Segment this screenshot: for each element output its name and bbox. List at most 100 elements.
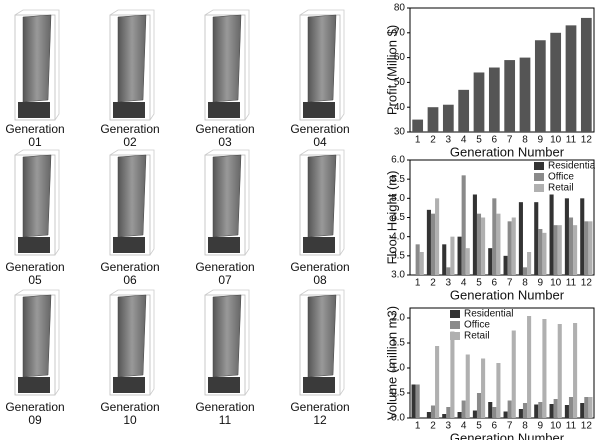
bar: [565, 25, 577, 132]
legend-label: Office: [464, 320, 490, 331]
y-tick-label: 30: [394, 127, 406, 138]
gallery-label: 08: [313, 273, 327, 287]
gallery-label: 04: [313, 135, 327, 149]
bar: [503, 411, 508, 418]
legend-swatch: [534, 184, 544, 192]
bar: [488, 248, 493, 275]
wireframe: [299, 14, 341, 121]
x-tick-label: 9: [538, 278, 544, 289]
tower: [117, 154, 147, 238]
y-tick-label: 3.5: [391, 250, 405, 261]
bar: [496, 363, 501, 418]
y-tick-label: 50: [394, 77, 406, 88]
wireframe: [299, 149, 345, 256]
bar: [511, 217, 516, 275]
x-tick-label: 1: [415, 278, 421, 289]
wireframe: [109, 14, 151, 121]
bar: [511, 330, 516, 418]
x-tick-label: 2: [430, 135, 436, 146]
gallery-label: Generation: [290, 400, 349, 414]
bar: [557, 225, 562, 275]
gallery-label: 02: [123, 135, 137, 149]
wireframe: [14, 9, 60, 121]
x-tick-label: 9: [538, 421, 544, 432]
wireframe: [204, 9, 250, 121]
wireframe: [204, 14, 246, 121]
bar: [564, 405, 569, 418]
y-tick-label: 6.0: [391, 155, 405, 166]
tower: [22, 154, 52, 238]
gallery-label: Generation: [195, 400, 254, 414]
bar: [435, 346, 440, 418]
bar: [588, 221, 593, 275]
bar: [430, 405, 436, 418]
y-tick-label: 0.0: [391, 413, 405, 424]
x-tick-label: 6: [492, 135, 498, 146]
legend-swatch: [450, 332, 460, 340]
bar: [415, 244, 420, 275]
bar: [473, 72, 485, 132]
bar: [419, 252, 424, 275]
bar: [534, 404, 539, 418]
bar: [580, 198, 585, 275]
podium: [208, 102, 240, 118]
bar: [492, 198, 497, 275]
x-tick-label: 11: [566, 278, 577, 289]
bar: [507, 221, 512, 275]
wireframe: [14, 294, 56, 396]
legend-swatch: [450, 310, 460, 318]
bar: [461, 175, 466, 275]
wireframe: [109, 9, 155, 121]
bar: [461, 400, 466, 418]
x-tick-label: 7: [507, 278, 513, 289]
bar: [553, 225, 558, 275]
wireframe: [299, 9, 345, 121]
x-tick-label: 1: [415, 421, 421, 432]
bar: [519, 57, 531, 132]
bar: [458, 89, 470, 132]
tower: [22, 14, 52, 103]
bar: [557, 324, 562, 418]
bar: [426, 412, 431, 418]
wireframe: [14, 154, 56, 256]
tower: [117, 14, 147, 103]
podium: [208, 377, 240, 393]
tower: [307, 154, 337, 238]
wireframe: [109, 294, 151, 396]
gallery-label: 07: [218, 273, 232, 287]
x-tick-label: 3: [446, 278, 452, 289]
bar: [584, 221, 589, 275]
bar: [527, 252, 532, 275]
bar: [435, 198, 440, 275]
bar: [580, 17, 592, 133]
tower: [307, 294, 337, 378]
bar: [538, 229, 543, 275]
gallery-label: Generation: [100, 400, 159, 414]
gallery-label: 01: [28, 135, 42, 149]
bar: [518, 409, 523, 418]
gallery-label: Generation: [195, 260, 254, 274]
legend-label: Office: [548, 172, 574, 183]
x-axis-label: Generation Number: [450, 430, 565, 440]
x-tick-label: 10: [550, 421, 562, 432]
bar: [549, 404, 554, 418]
x-tick-label: 2: [430, 278, 436, 289]
x-tick-label: 3: [446, 135, 452, 146]
bar: [492, 407, 497, 418]
wireframe: [204, 289, 250, 396]
tower: [212, 294, 242, 378]
y-tick-label: 5.5: [391, 174, 405, 185]
gallery-label: 11: [219, 413, 232, 427]
podium: [113, 377, 145, 393]
y-tick-label: 1.5: [391, 338, 405, 349]
legend-swatch: [534, 162, 544, 170]
bar: [465, 248, 470, 275]
bar: [527, 316, 532, 418]
wireframe: [204, 294, 246, 396]
podium: [18, 237, 50, 253]
bar: [465, 354, 470, 418]
x-tick-label: 5: [476, 421, 482, 432]
plot-frame: [409, 7, 595, 133]
gallery-label: 03: [218, 135, 232, 149]
